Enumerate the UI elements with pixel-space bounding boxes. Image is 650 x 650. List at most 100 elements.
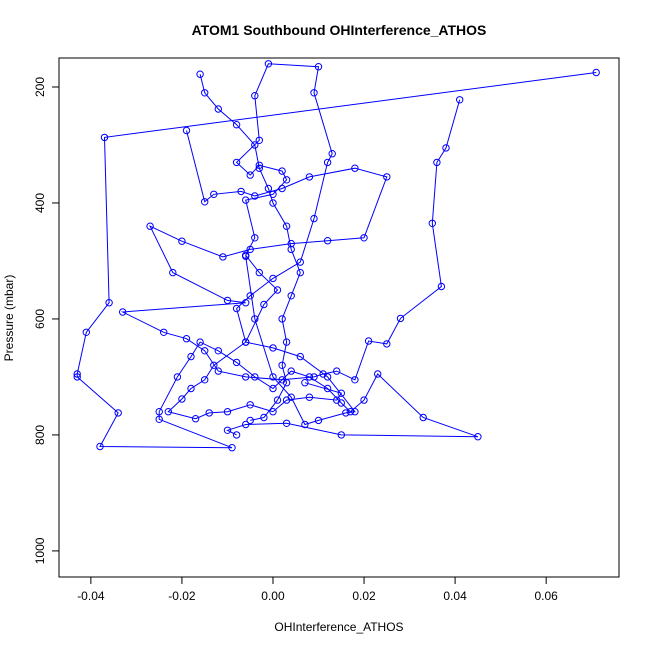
data-point [310,89,318,97]
data-point [360,396,368,404]
y-tick-label: 200 [33,77,47,97]
data-point [287,239,295,248]
data-point [310,214,318,223]
data-point [242,338,250,346]
x-tick-label: 0.04 [443,589,467,603]
data-point [428,219,436,228]
data-point [251,141,259,149]
data-point [278,376,286,384]
data-point [323,384,332,393]
data-point [255,164,263,172]
data-point [269,373,277,381]
data-point [269,199,277,207]
data-point [232,158,241,167]
data-point [374,370,382,378]
data-point [296,268,304,277]
data-point [223,408,232,416]
data-point [73,370,81,378]
data-point [251,192,259,200]
x-axis: -0.04 -0.02 0.00 0.02 0.04 0.06 [77,576,558,603]
data-point [269,384,277,393]
data-point [351,408,359,416]
data-point [201,376,209,384]
data-point [155,408,163,416]
data-point [264,60,273,68]
data-point [364,337,373,345]
data-point [301,420,309,429]
data-point [419,413,427,422]
data-point [437,282,446,291]
data-point [182,126,191,135]
x-tick-label: -0.04 [77,589,105,603]
y-axis-label: Pressure (mbar) [2,275,16,362]
data-point [282,396,291,404]
data-point [287,367,295,375]
data-point [242,299,250,307]
data-point [232,121,241,129]
data-point [323,158,332,167]
data-point [96,442,104,451]
data-point [178,237,186,245]
data-point [251,92,259,100]
data-point [173,373,182,381]
data-point [246,416,254,425]
data-point [242,196,250,204]
data-point [456,96,464,104]
data-point [237,187,245,196]
data-point [314,416,323,425]
data-point [210,190,218,199]
data-point [273,286,282,294]
data-point [246,401,254,409]
x-tick-label: 0.06 [534,589,558,603]
data-point [119,308,127,316]
plot-area [73,60,600,452]
data-point [278,184,286,193]
x-tick-label: 0.02 [352,589,376,603]
data-point [191,415,200,423]
data-point [246,245,254,254]
data-point [251,234,259,242]
data-point [323,237,332,245]
data-point [232,358,241,367]
data-point [337,431,345,439]
data-point [187,352,195,361]
data-point [269,190,277,199]
series-line [167,63,356,426]
data-point [360,234,368,242]
data-point [201,89,209,97]
y-tick-label: 1000 [33,537,47,564]
data-point [282,419,291,427]
data-point [342,409,350,417]
data-point [214,367,223,375]
data-point [214,105,223,113]
data-point [333,396,341,404]
data-point [323,373,332,381]
series-lines [76,63,597,449]
data-point [205,409,213,417]
data-point [160,328,168,336]
data-point [223,296,232,305]
plot-frame [58,57,620,578]
data-point [210,361,218,369]
data-point [196,70,204,78]
data-point [223,426,232,434]
data-point [442,144,450,152]
data-point [301,379,309,387]
data-point [228,444,236,452]
data-point [196,338,204,346]
data-point [164,408,173,416]
data-point [255,268,263,277]
data-point [260,300,268,309]
data-point [282,338,291,346]
x-axis-label: OHInterference_ATHOS [274,620,403,634]
data-point [242,420,250,429]
data-point [474,433,482,441]
data-point [246,292,254,300]
data-point [337,389,345,397]
data-point [433,158,441,167]
data-point [255,136,263,145]
data-point [351,376,359,384]
data-point [232,431,241,439]
